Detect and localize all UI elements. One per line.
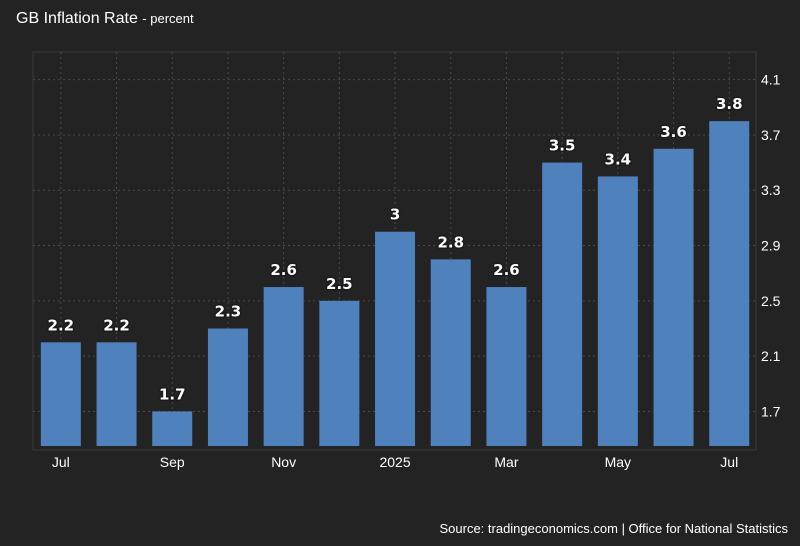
data-label: 2.3	[215, 302, 242, 320]
y-tick-label: 2.1	[761, 348, 781, 364]
bar[interactable]	[152, 411, 193, 446]
y-tick-label: 3.7	[761, 127, 781, 143]
bar[interactable]	[486, 287, 527, 446]
x-tick-label: Sep	[160, 454, 185, 470]
data-label: 3	[390, 206, 400, 224]
x-tick-label: 2025	[379, 454, 410, 470]
bar[interactable]	[653, 148, 694, 447]
y-tick-label: 2.5	[761, 293, 781, 309]
data-label: 3.5	[549, 137, 576, 155]
bar[interactable]	[597, 176, 638, 446]
chart-subtitle: - percent	[142, 11, 194, 26]
data-label: 2.8	[437, 233, 464, 251]
bar[interactable]	[542, 162, 583, 446]
source-attribution: Source: tradingeconomics.com | Office fo…	[439, 521, 788, 536]
data-label: 1.7	[159, 385, 186, 403]
data-label: 2.6	[493, 261, 520, 279]
data-label: 3.4	[605, 150, 632, 168]
plot-area	[32, 51, 757, 451]
y-tick-label: 4.1	[761, 72, 781, 88]
bars	[40, 121, 750, 447]
data-labels: 2.2 2.2 1.7 2.3 2.6 2.5 3 2.8 2.6 3.5 3.4 3.6 3.8	[46, 94, 744, 405]
x-tick-label: Nov	[271, 454, 296, 470]
bar[interactable]	[709, 121, 750, 447]
bar[interactable]	[40, 342, 81, 446]
bar[interactable]	[263, 287, 304, 446]
y-axis: 1.7 2.1 2.5 2.9 3.3 3.7 4.1	[761, 72, 781, 420]
chart-title: GB Inflation Rate - percent	[16, 10, 194, 28]
x-tick-label: May	[605, 454, 631, 470]
data-label: 2.5	[326, 275, 353, 293]
y-tick-label: 2.9	[761, 238, 781, 254]
data-label: 3.6	[660, 123, 687, 141]
bar[interactable]	[96, 342, 137, 446]
bar[interactable]	[319, 300, 360, 446]
x-tick-label: Jul	[52, 454, 70, 470]
data-label: 3.8	[716, 95, 743, 113]
y-tick-label: 3.3	[761, 182, 781, 198]
bar-chart: 2.2 2.2 1.7 2.3 2.6 2.5 3 2.8 2.6 3.5 3.4 3.6 3.8 1.…	[32, 51, 781, 470]
data-label: 2.2	[103, 316, 130, 334]
data-label: 2.6	[270, 261, 297, 279]
chart-title-text: GB Inflation Rate	[16, 10, 138, 27]
x-tick-label: Mar	[494, 454, 518, 470]
bar[interactable]	[375, 231, 416, 446]
x-axis: Jul Sep Nov 2025 Mar May Jul	[52, 454, 738, 470]
bar[interactable]	[430, 259, 471, 446]
x-tick-label: Jul	[720, 454, 738, 470]
y-tick-label: 1.7	[761, 403, 781, 419]
data-label: 2.2	[48, 316, 75, 334]
bar[interactable]	[207, 328, 248, 446]
